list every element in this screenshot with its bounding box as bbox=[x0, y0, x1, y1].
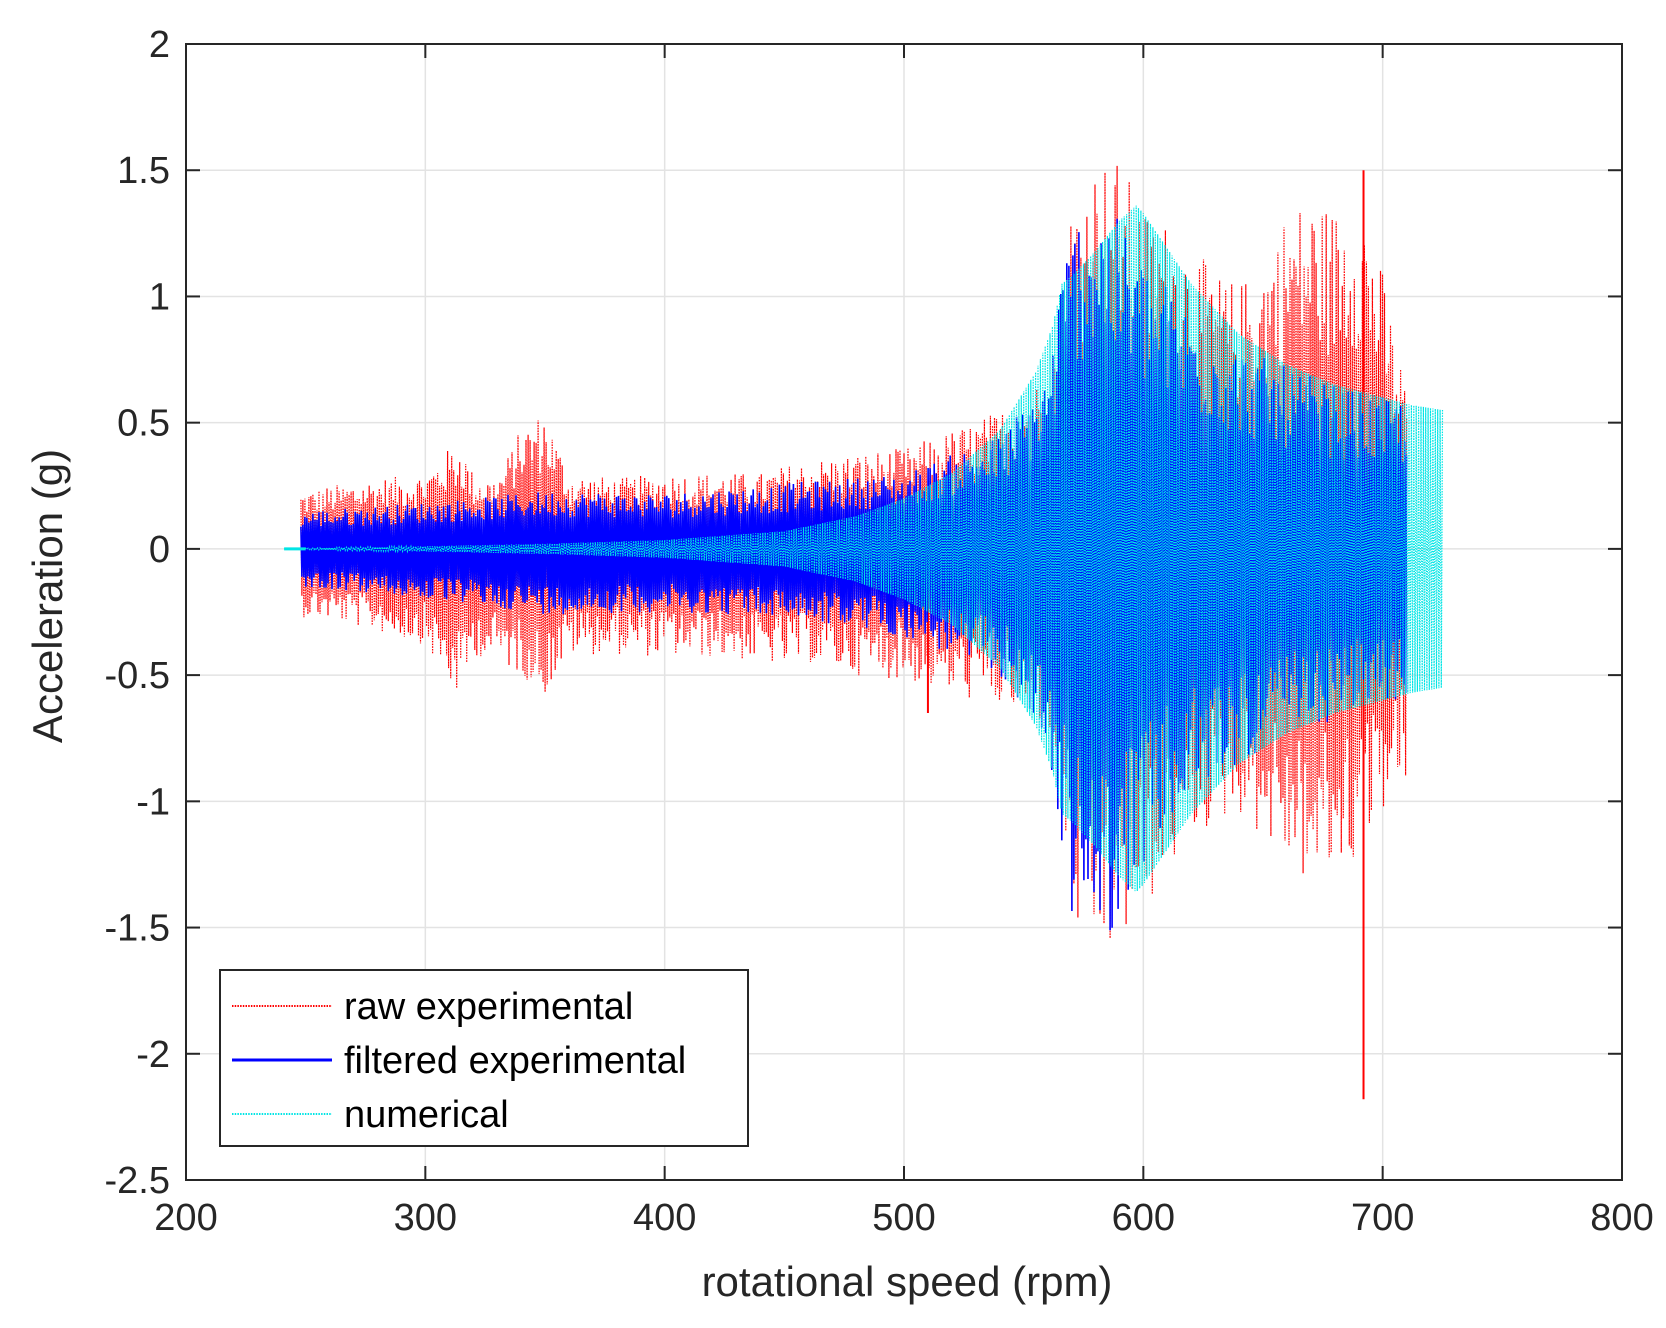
y-tick-label: 1.5 bbox=[117, 150, 170, 192]
plot-data bbox=[284, 165, 1444, 1100]
x-tick-labels: 200 300 400 500 600 700 800 bbox=[154, 1197, 1653, 1239]
series-trace bbox=[300, 218, 1408, 931]
legend-label: filtered experimental bbox=[344, 1040, 686, 1082]
y-tick-label: 1 bbox=[149, 276, 170, 318]
legend: raw experimental filtered experimental num… bbox=[219, 969, 749, 1147]
series-filtered-experimental bbox=[300, 218, 1408, 931]
axes bbox=[185, 43, 1623, 1181]
y-tick-label: -1.5 bbox=[105, 908, 170, 950]
series-numerical bbox=[284, 205, 1444, 892]
y-tick-label: -2 bbox=[136, 1034, 170, 1076]
x-tick-label: 800 bbox=[1590, 1197, 1653, 1239]
y-tick-label: 2 bbox=[149, 24, 170, 66]
y-tick-labels: 2 1.5 1 0.5 0 -0.5 -1 -1.5 -2 -2.5 bbox=[105, 24, 170, 1202]
x-tick-label: 500 bbox=[872, 1197, 935, 1239]
x-tick-label: 400 bbox=[633, 1197, 696, 1239]
y-tick-label: -2.5 bbox=[105, 1160, 170, 1202]
series-trace bbox=[284, 205, 1444, 892]
x-axis-label: rotational speed (rpm) bbox=[702, 1258, 1113, 1305]
x-tick-label: 600 bbox=[1112, 1197, 1175, 1239]
y-tick-label: -0.5 bbox=[105, 655, 170, 697]
x-tick-label: 700 bbox=[1351, 1197, 1414, 1239]
y-tick-label: 0 bbox=[149, 529, 170, 571]
x-tick-label: 300 bbox=[394, 1197, 457, 1239]
x-tick-label: 200 bbox=[154, 1197, 217, 1239]
y-tick-label: -1 bbox=[136, 781, 170, 823]
legend-label: numerical bbox=[344, 1094, 509, 1136]
y-tick-label: 0.5 bbox=[117, 403, 170, 445]
y-axis-label: Acceleration (g) bbox=[24, 449, 71, 743]
legend-label: raw experimental bbox=[344, 986, 633, 1028]
legend-box bbox=[219, 969, 749, 1147]
